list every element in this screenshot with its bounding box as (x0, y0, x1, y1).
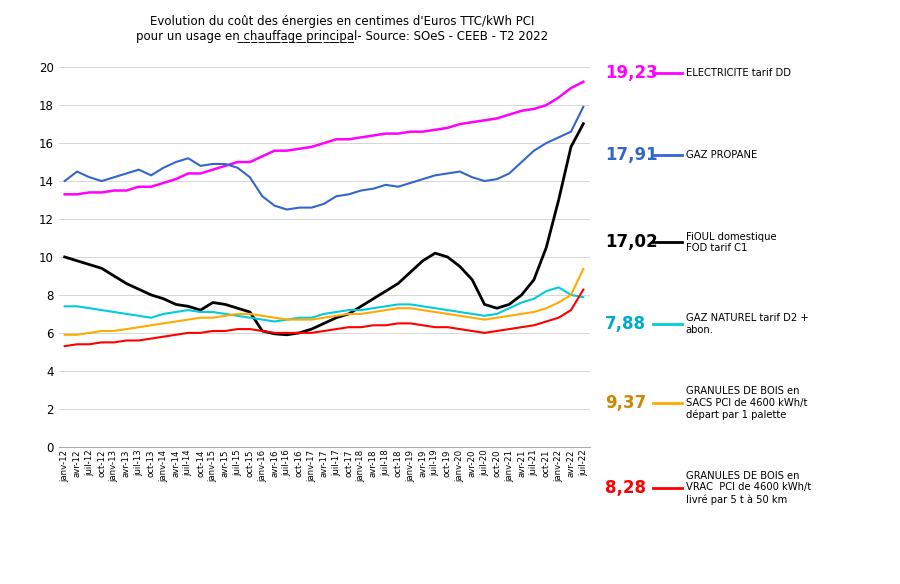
Text: pour un usage en ̲c̲h̲a̲u̲f̲f̲a̲g̲e̲ ̲p̲r̲i̲n̲c̲i̲p̲a̲l- Source: SOeS - CEEB - T: pour un usage en ̲c̲h̲a̲u̲f̲f̲a̲g̲e̲ ̲p̲… (136, 30, 548, 43)
Text: 8,28: 8,28 (605, 479, 646, 496)
Text: GRANULES DE BOIS en
SACS PCI de 4600 kWh/t
départ par 1 palette: GRANULES DE BOIS en SACS PCI de 4600 kWh… (686, 386, 807, 420)
Text: GAZ NATUREL tarif D2 +
abon.: GAZ NATUREL tarif D2 + abon. (686, 314, 808, 335)
Text: 9,37: 9,37 (605, 394, 646, 412)
Text: GAZ PROPANE: GAZ PROPANE (686, 150, 757, 160)
Text: Evolution du coût des énergies en centimes d'Euros TTC/kWh PCI: Evolution du coût des énergies en centim… (149, 15, 535, 27)
Text: 17,91: 17,91 (605, 146, 657, 164)
Text: GRANULES DE BOIS en
VRAC  PCI de 4600 kWh/t
livré par 5 t à 50 km: GRANULES DE BOIS en VRAC PCI de 4600 kWh… (686, 471, 811, 505)
Text: 19,23: 19,23 (605, 64, 658, 82)
Text: FiOUL domestique
FOD tarif C1: FiOUL domestique FOD tarif C1 (686, 232, 777, 253)
Text: 17,02: 17,02 (605, 234, 657, 251)
Text: 7,88: 7,88 (605, 315, 646, 333)
Text: ELECTRICITE tarif DD: ELECTRICITE tarif DD (686, 68, 791, 78)
